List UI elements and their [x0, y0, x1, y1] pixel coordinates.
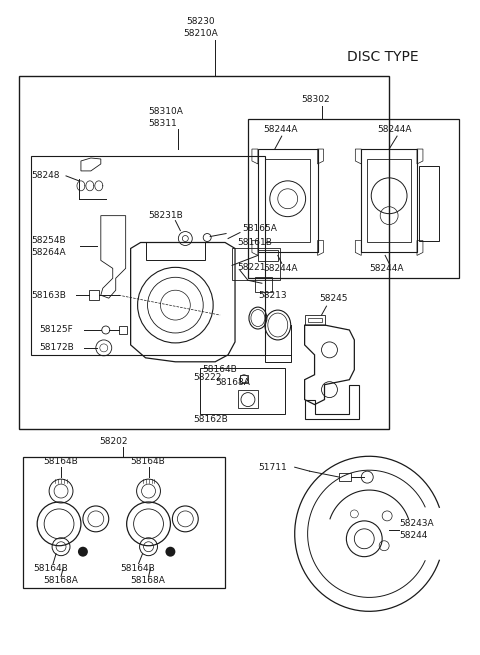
Text: 58244: 58244	[399, 531, 428, 540]
Bar	[19, 77, 389, 430]
Text: 58254B: 58254B	[31, 236, 66, 245]
Text: 58244A: 58244A	[263, 124, 298, 134]
Bar	[200, 367, 285, 415]
Text: 58202: 58202	[99, 437, 127, 446]
Text: 58221: 58221	[237, 263, 265, 272]
Text: 58168A: 58168A	[131, 576, 166, 585]
Text: 58230: 58230	[186, 17, 215, 26]
Text: 58231B: 58231B	[148, 211, 183, 220]
Circle shape	[78, 547, 88, 557]
Text: 58244A: 58244A	[263, 264, 298, 273]
Text: 58245: 58245	[320, 293, 348, 303]
Text: 58168A: 58168A	[215, 378, 250, 387]
Bar	[248, 119, 459, 278]
Text: 51711: 51711	[258, 462, 287, 472]
Text: 58164B: 58164B	[131, 457, 166, 466]
Bar	[31, 156, 265, 355]
Text: 58164B: 58164B	[202, 365, 237, 374]
Text: 58168A: 58168A	[43, 576, 78, 585]
Circle shape	[166, 547, 175, 557]
Text: 58244A: 58244A	[369, 264, 404, 273]
Text: 58162B: 58162B	[193, 415, 228, 424]
Bar	[232, 248, 280, 280]
Text: 58164B: 58164B	[33, 564, 68, 573]
Text: 58172B: 58172B	[39, 343, 74, 352]
Text: 58244A: 58244A	[377, 124, 412, 134]
Text: 58310A: 58310A	[148, 107, 183, 116]
Text: 58164B: 58164B	[120, 564, 156, 573]
Text: 58302: 58302	[301, 95, 330, 104]
Text: 58248: 58248	[31, 172, 60, 180]
Text: 58210A: 58210A	[183, 29, 217, 38]
Text: 58213: 58213	[258, 291, 287, 300]
Text: 58311: 58311	[148, 119, 177, 128]
Text: 58222: 58222	[193, 373, 222, 383]
Text: 58161B: 58161B	[237, 238, 272, 247]
Text: 58164B: 58164B	[43, 457, 78, 466]
Text: 58264A: 58264A	[31, 248, 66, 257]
Text: 58125F: 58125F	[39, 326, 73, 335]
Text: 58165A: 58165A	[242, 224, 277, 233]
Text: 58243A: 58243A	[399, 519, 434, 529]
Text: 58163B: 58163B	[31, 291, 66, 300]
Text: DISC TYPE: DISC TYPE	[348, 50, 419, 64]
Bar	[23, 457, 225, 588]
